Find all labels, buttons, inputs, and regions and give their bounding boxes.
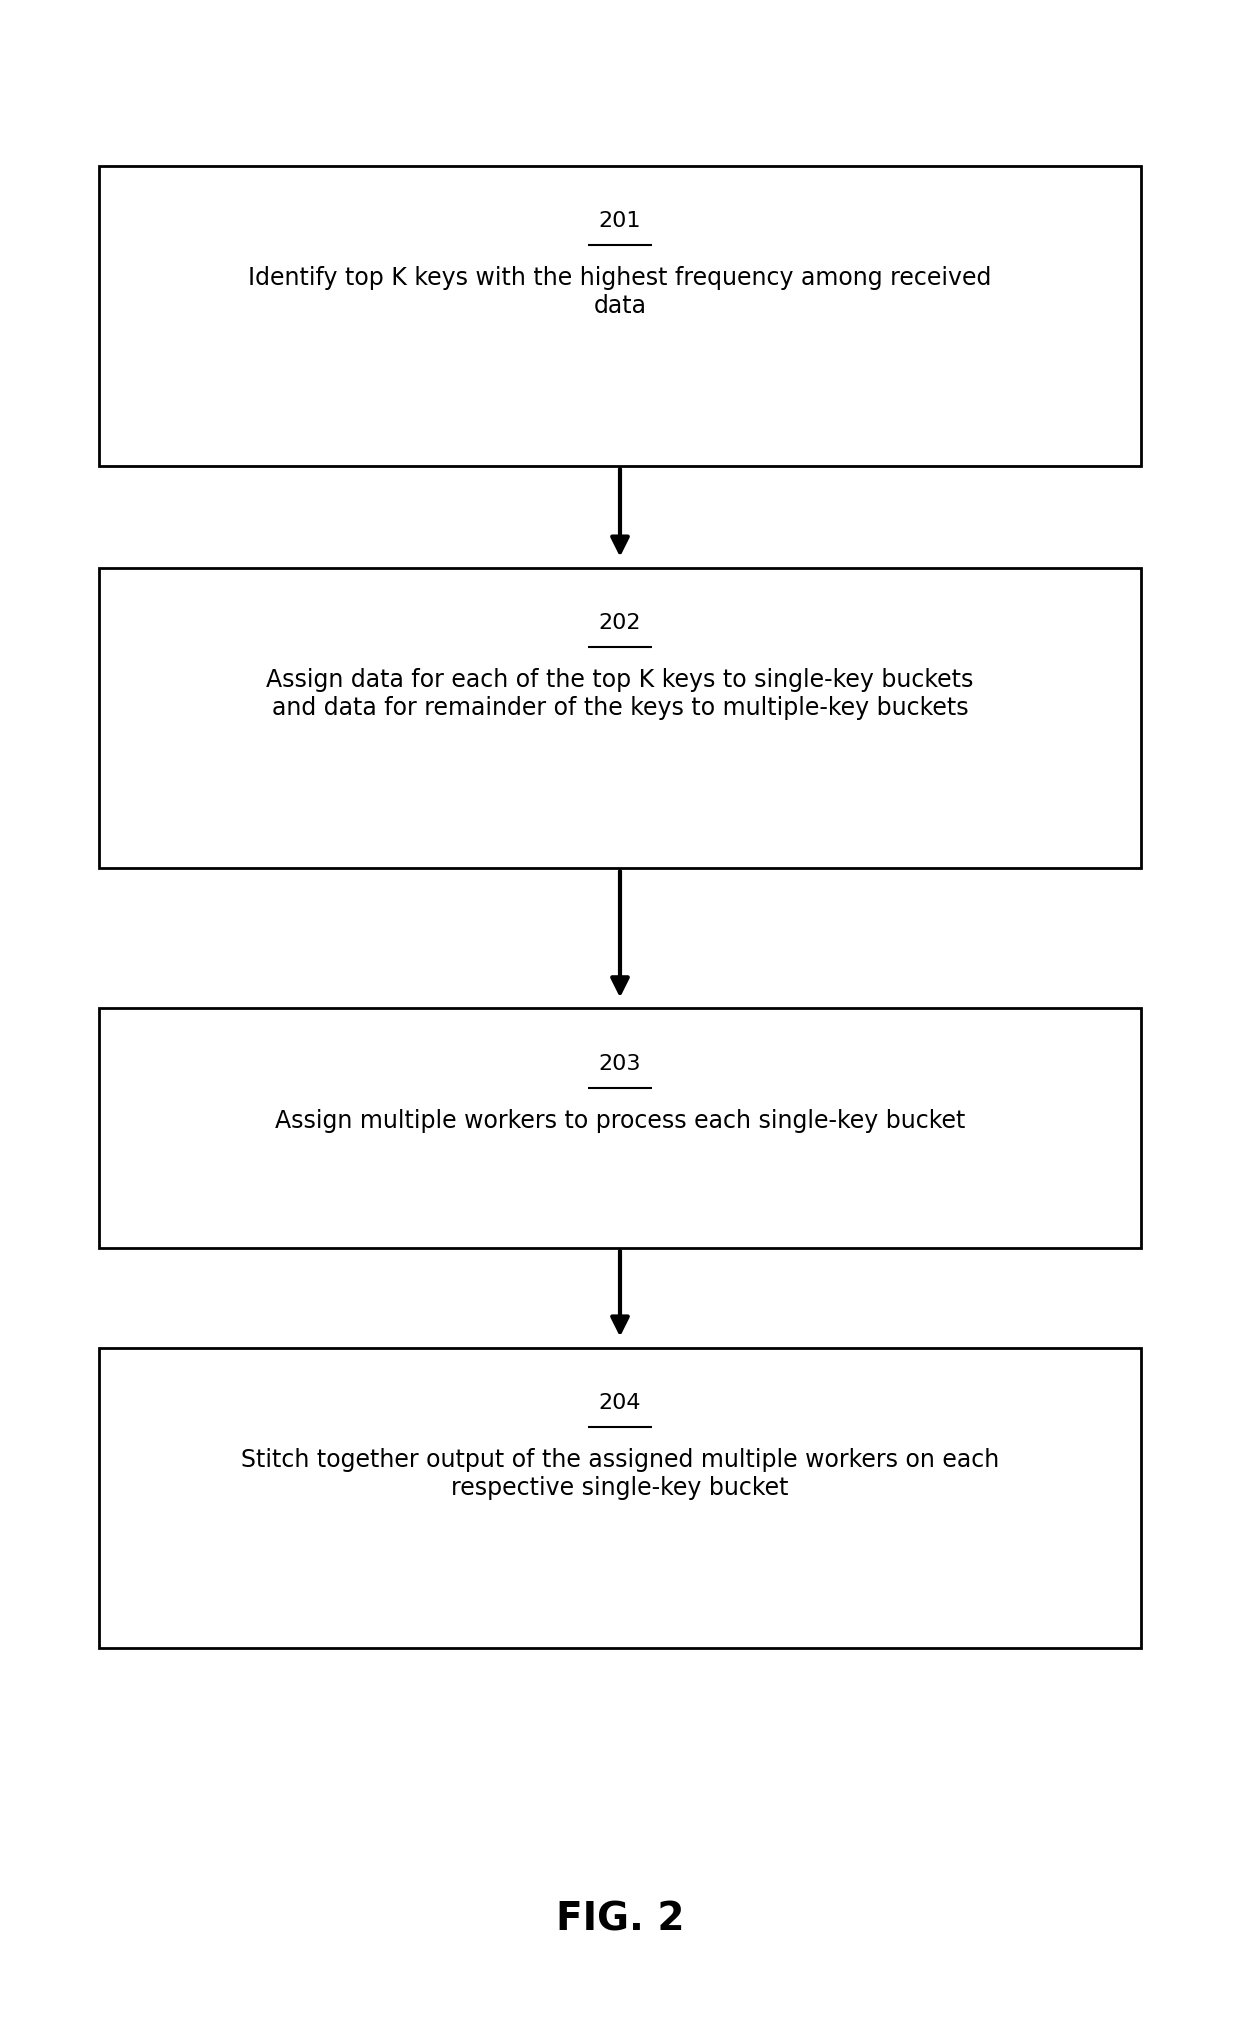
Text: Identify top K keys with the highest frequency among received
data: Identify top K keys with the highest fre…	[248, 266, 992, 319]
Text: Assign multiple workers to process each single-key bucket: Assign multiple workers to process each …	[275, 1108, 965, 1133]
FancyBboxPatch shape	[99, 1009, 1141, 1248]
FancyBboxPatch shape	[99, 568, 1141, 869]
Text: 202: 202	[599, 613, 641, 633]
Text: FIG. 2: FIG. 2	[556, 1900, 684, 1937]
Text: 203: 203	[599, 1054, 641, 1074]
Text: Stitch together output of the assigned multiple workers on each
respective singl: Stitch together output of the assigned m…	[241, 1447, 999, 1500]
Text: 201: 201	[599, 211, 641, 231]
Text: Assign data for each of the top K keys to single-key buckets
and data for remain: Assign data for each of the top K keys t…	[267, 668, 973, 721]
FancyBboxPatch shape	[99, 166, 1141, 467]
Text: 204: 204	[599, 1393, 641, 1413]
FancyBboxPatch shape	[99, 1348, 1141, 1648]
